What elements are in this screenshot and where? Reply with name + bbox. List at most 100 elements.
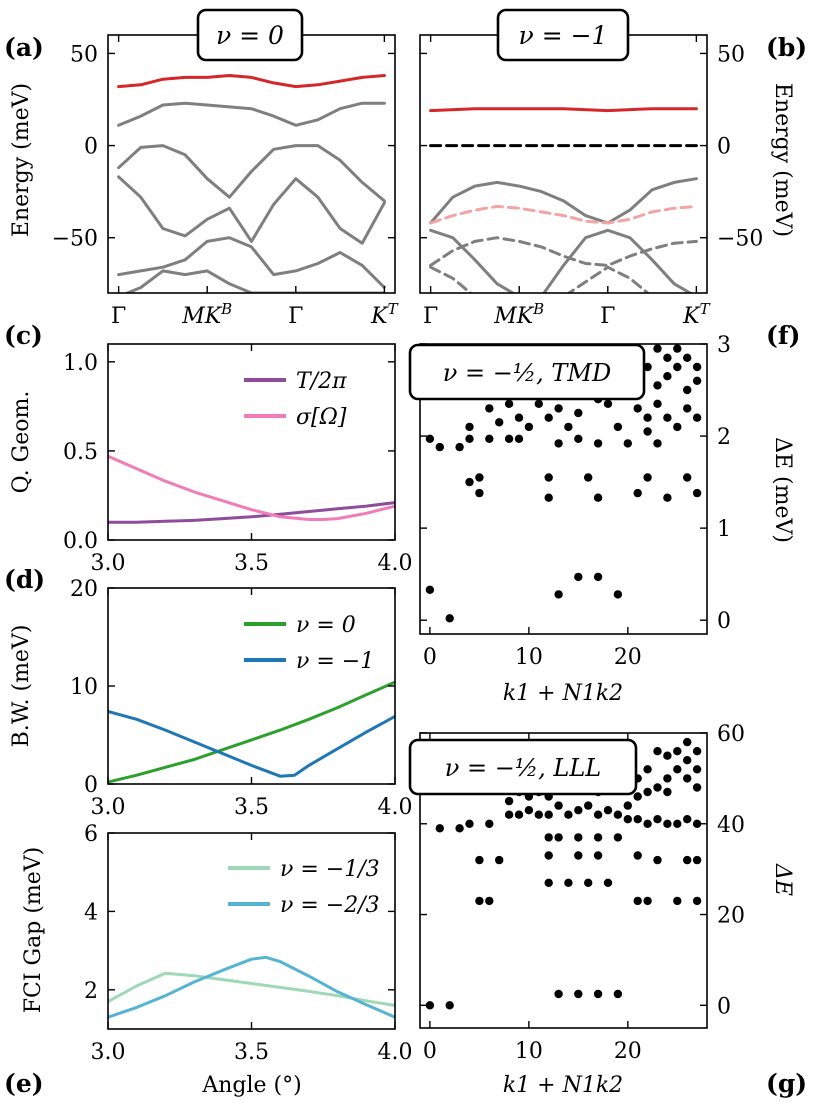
point-g-45	[613, 810, 623, 819]
point-g-47	[633, 815, 642, 824]
panel-b-title-box: ν = −1	[496, 8, 630, 62]
point-f-58	[673, 362, 682, 372]
series-b-5	[429, 236, 698, 267]
series-a-5	[123, 269, 386, 293]
panel-g-xlabel: k1 + N1k2	[503, 1073, 623, 1098]
panel-f-marks	[425, 344, 702, 623]
point-g-68	[673, 765, 682, 774]
legend-label-c-1: σ[Ω]	[296, 405, 347, 430]
ytick-label-f-0: 0	[717, 609, 731, 634]
point-g-3	[574, 989, 583, 999]
ytick-label-b-1: 0	[717, 135, 731, 160]
point-g-12	[633, 896, 642, 906]
point-f-26	[643, 473, 652, 482]
point-f-36	[534, 399, 543, 408]
series-e-1	[108, 955, 395, 1019]
ytick-label-c-0: 0.0	[63, 529, 98, 554]
point-f-23	[584, 473, 593, 482]
panel-a-ylabel: Energy (meV)	[9, 83, 34, 237]
point-f-7	[435, 442, 444, 452]
point-g-25	[683, 855, 692, 865]
point-f-18	[465, 477, 474, 487]
xtick-label-g-2: 20	[614, 1039, 642, 1064]
point-g-52	[683, 815, 692, 824]
point-f-35	[524, 422, 534, 432]
panel-e: 3.0 3.5 4.0 2 4 6 (e) FCI Gap (meV) Angle (°)…	[4, 822, 413, 1098]
point-g-23	[633, 851, 642, 860]
point-g-54	[504, 796, 514, 806]
point-f-13	[554, 439, 563, 448]
point-f-10	[485, 434, 494, 443]
panel-a-frame	[107, 34, 396, 294]
ytick-label-f-3: 3	[717, 333, 731, 358]
point-f-25	[633, 488, 642, 498]
point-f-60	[692, 362, 702, 372]
point-g-73	[683, 737, 692, 747]
point-f-33	[504, 399, 514, 408]
panel-d: 3.0 3.5 4.0 0 10 20 (d) B.W. (meV) ν = 0 ν = −…	[4, 565, 413, 820]
xtick-label-c-2: 4.0	[378, 551, 413, 576]
point-g-2	[554, 989, 563, 999]
point-g-33	[485, 819, 494, 828]
point-f-48	[663, 413, 672, 422]
panel-g-label: (g)	[766, 1069, 807, 1098]
panel-e-ylabel: FCI Gap (meV)	[21, 847, 46, 1013]
panel-e-legend: ν = −1/3 ν = −2/3	[228, 857, 380, 918]
point-g-63	[623, 801, 632, 810]
panel-e-marks	[108, 955, 395, 1019]
point-f-39	[564, 422, 573, 432]
point-g-5	[613, 989, 623, 999]
point-g-38	[544, 810, 553, 819]
point-g-39	[554, 801, 563, 810]
panel-e-ticks: 3.0 3.5 4.0 2 4 6	[84, 822, 413, 1065]
point-f-34	[514, 413, 524, 422]
point-f-3	[574, 572, 583, 582]
point-g-49	[653, 815, 662, 824]
point-f-14	[574, 434, 583, 443]
ytick-label-e-0: 2	[84, 979, 98, 1004]
point-g-37	[534, 810, 543, 819]
point-g-0	[425, 1001, 435, 1010]
panel-c-marks	[108, 454, 395, 524]
point-g-65	[643, 787, 652, 797]
xtick-label-a-0: Γ	[111, 304, 126, 329]
point-f-27	[663, 493, 672, 502]
point-f-44	[633, 404, 642, 413]
ytick-label-g-0: 0	[717, 994, 731, 1019]
xtick-label-d-0: 3.0	[91, 795, 126, 820]
panel-c: 3.0 3.5 4.0 0.0 0.5 1.0 (c) Q. Geom. T/2π σ[Ω]	[4, 321, 413, 576]
point-g-10	[584, 878, 593, 887]
point-f-30	[465, 422, 474, 432]
panel-d-marks	[108, 680, 395, 784]
point-f-38	[554, 404, 563, 413]
panel-b-ticks: Γ MKB Γ KT −50 0 50	[420, 35, 763, 329]
point-f-9	[465, 434, 474, 443]
panel-g-ticks: 0 10 20 0 20 40 60	[420, 722, 745, 1064]
point-g-30	[435, 824, 444, 833]
point-g-42	[584, 801, 593, 810]
legend-label-e-1: ν = −2/3	[280, 893, 380, 918]
point-g-31	[455, 824, 464, 833]
point-g-66	[653, 783, 662, 792]
ytick-label-c-2: 1.0	[63, 351, 98, 376]
xtick-label-e-0: 3.0	[91, 1040, 126, 1065]
xtick-label-c-0: 3.0	[91, 551, 126, 576]
panel-f-title-box: ν = −½, TMD	[408, 343, 646, 401]
panel-b-title: ν = −1	[519, 21, 608, 50]
point-g-77	[683, 774, 692, 783]
series-a-2	[117, 144, 386, 203]
legend-label-d-1: ν = −1	[296, 649, 374, 674]
point-f-11	[504, 434, 514, 443]
panel-f: 0 10 20 0 1 2 3 (f) ΔE (meV) k1 + N1k2 ν = −½,…	[408, 321, 800, 706]
panel-f-xlabel: k1 + N1k2	[503, 681, 623, 706]
xtick-label-f-1: 10	[515, 645, 543, 670]
panel-f-ylabel: ΔE (meV)	[770, 437, 795, 543]
point-f-43	[613, 422, 623, 432]
point-g-76	[643, 765, 652, 774]
point-g-40	[564, 810, 573, 819]
ytick-label-d-2: 20	[70, 577, 98, 602]
series-d-0	[108, 680, 395, 784]
point-f-49	[673, 422, 682, 432]
point-g-26	[692, 855, 702, 865]
